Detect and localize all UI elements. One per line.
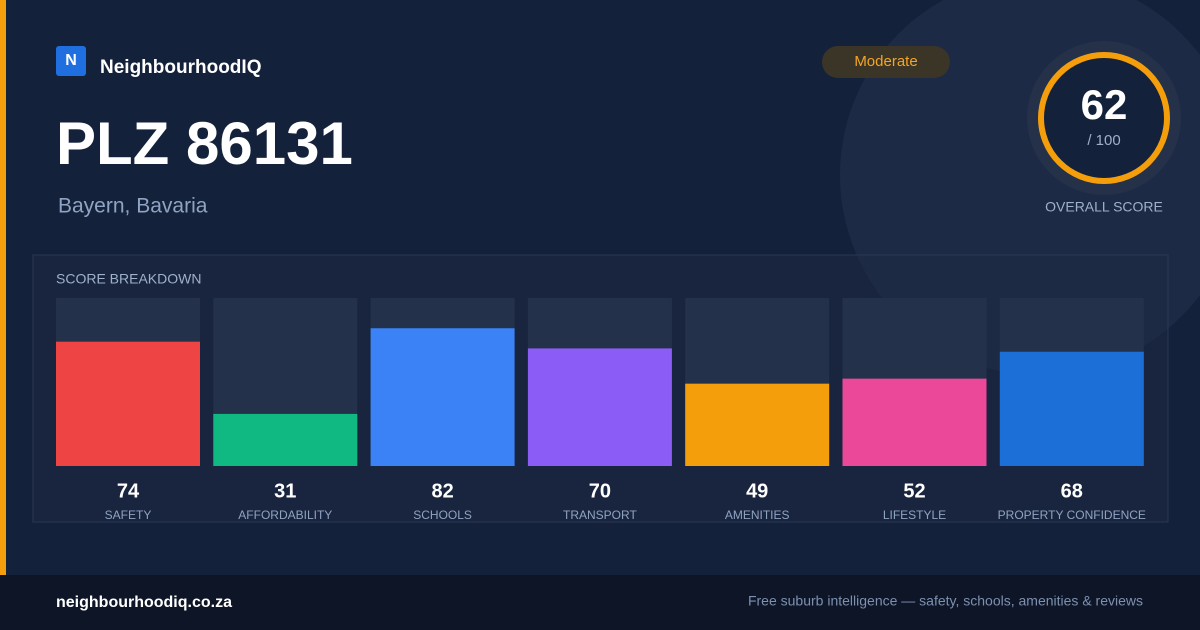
- footer: [0, 575, 1200, 630]
- overall-score: 62: [1081, 81, 1128, 128]
- score-ring: [1038, 52, 1170, 184]
- bar: [527, 348, 672, 466]
- footer-url: neighbourhoodiq.co.za: [56, 594, 232, 611]
- value-label: 82: [431, 480, 453, 502]
- brand-name: NeighbourhoodIQ: [100, 57, 261, 78]
- value-label: 70: [589, 480, 611, 502]
- logo: [56, 46, 86, 76]
- bar: [999, 351, 1144, 466]
- bar: [56, 341, 200, 466]
- value-label: 49: [746, 480, 768, 502]
- footer-tagline: Free suburb intelligence — safety, schoo…: [748, 593, 1143, 609]
- category-label: AMENITIES: [725, 508, 790, 522]
- category-label: LIFESTYLE: [883, 508, 946, 522]
- value-label: 74: [117, 480, 140, 502]
- value-label: 52: [903, 480, 925, 502]
- bar: [370, 328, 515, 466]
- overall-max: / 100: [1087, 132, 1120, 149]
- overall-label: OVERALL SCORE: [1045, 199, 1163, 215]
- bar: [685, 383, 830, 466]
- category-label: PROPERTY CONFIDENCE: [998, 508, 1146, 522]
- category-label: SCHOOLS: [413, 508, 472, 522]
- category-label: SAFETY: [105, 508, 152, 522]
- subtitle: Bayern, Bavaria: [58, 195, 208, 218]
- value-label: 31: [274, 480, 296, 502]
- category-label: AFFORDABILITY: [238, 508, 332, 522]
- badge: [822, 46, 950, 78]
- chart-title: SCORE BREAKDOWN: [56, 271, 201, 287]
- bar: [842, 378, 987, 466]
- bar: [213, 413, 358, 466]
- badge-text: Moderate: [854, 53, 917, 70]
- logo-letter: N: [65, 52, 77, 69]
- title: PLZ 86131: [56, 110, 353, 177]
- category-label: TRANSPORT: [563, 508, 637, 522]
- bars: 74 SAFETY 31 AFFORDABILITY 82 SCHOOLS 70 TRANSP…: [56, 298, 1146, 522]
- value-label: 68: [1061, 480, 1083, 502]
- accent-strip: [0, 0, 6, 575]
